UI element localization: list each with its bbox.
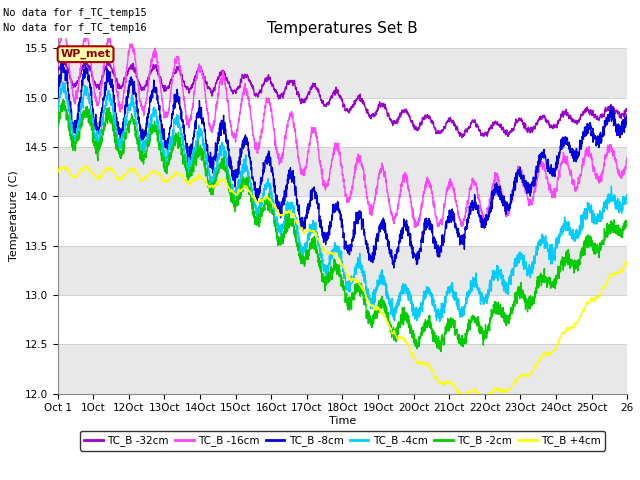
- Text: No data for f_TC_temp15: No data for f_TC_temp15: [3, 7, 147, 18]
- Legend: TC_B -32cm, TC_B -16cm, TC_B -8cm, TC_B -4cm, TC_B -2cm, TC_B +4cm: TC_B -32cm, TC_B -16cm, TC_B -8cm, TC_B …: [80, 432, 605, 451]
- Y-axis label: Temperature (C): Temperature (C): [9, 170, 19, 262]
- Bar: [58, 48, 627, 97]
- Text: No data for f_TC_temp16: No data for f_TC_temp16: [3, 22, 147, 33]
- Bar: [58, 147, 627, 196]
- Text: WP_met: WP_met: [60, 49, 111, 60]
- X-axis label: Time: Time: [329, 416, 356, 426]
- Title: Temperatures Set B: Temperatures Set B: [267, 21, 418, 36]
- Bar: [58, 246, 627, 295]
- Bar: [58, 344, 627, 394]
